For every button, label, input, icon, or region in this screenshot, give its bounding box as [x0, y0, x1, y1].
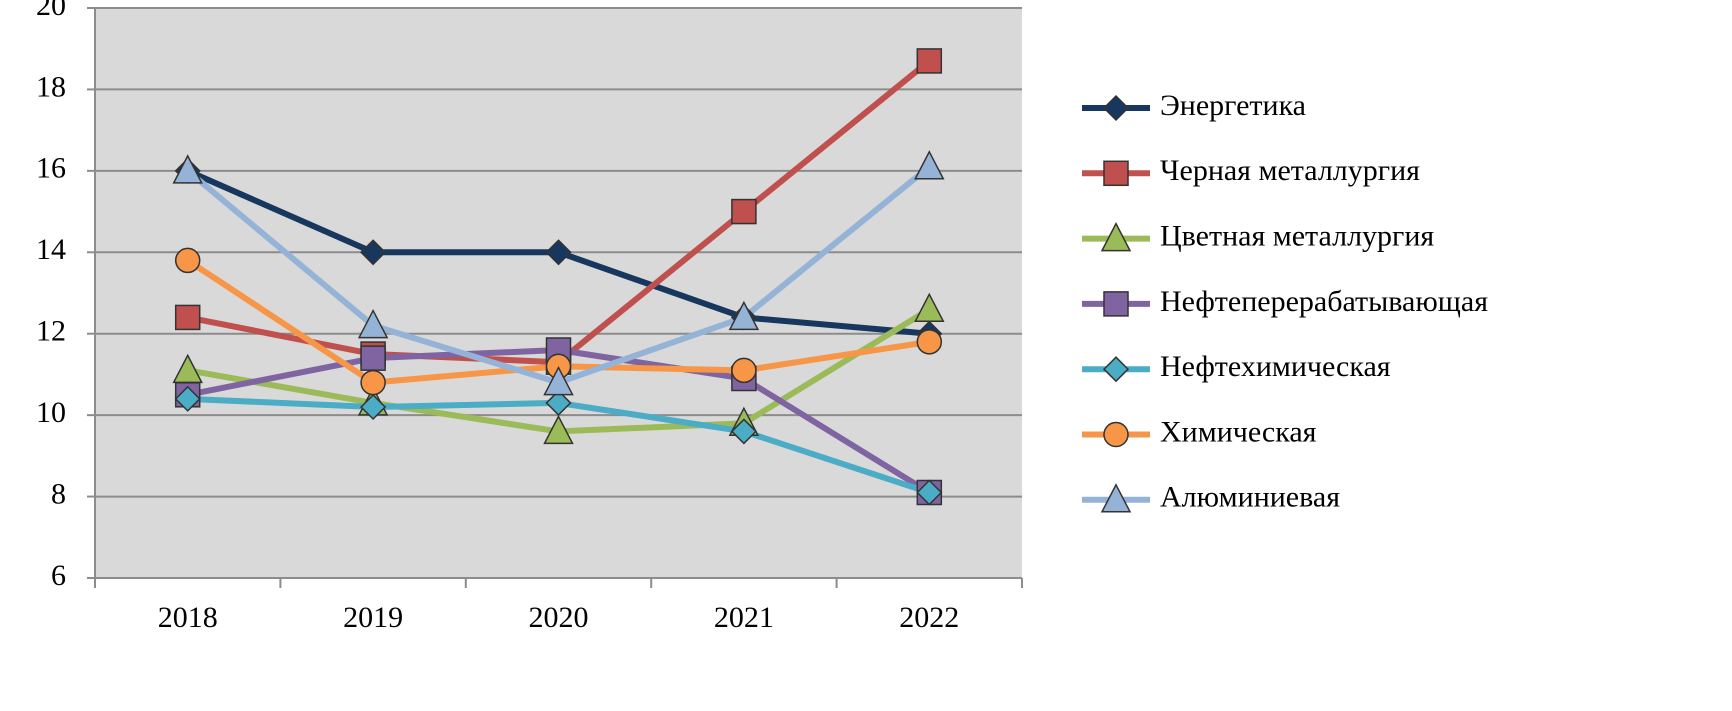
- point: [357, 308, 389, 339]
- legend-label: Нефтеперерабатывающая: [1160, 285, 1488, 318]
- point: [916, 479, 943, 506]
- y-tick-label: 6: [51, 559, 66, 592]
- point: [543, 414, 574, 445]
- x-tick-label: 2018: [158, 601, 218, 634]
- x-tick-label: 2022: [899, 601, 959, 634]
- legend-label: Химическая: [1160, 415, 1317, 448]
- point: [360, 369, 386, 396]
- point: [360, 345, 386, 371]
- legend-label: Энергетика: [1160, 89, 1306, 122]
- y-tick-label: 16: [36, 152, 66, 185]
- point: [174, 385, 201, 412]
- point: [545, 239, 572, 266]
- y-tick-label: 14: [36, 233, 66, 266]
- y-tick-label: 18: [36, 70, 66, 103]
- legend-marker: [1103, 421, 1129, 448]
- legend-marker: [1100, 221, 1132, 252]
- point: [916, 48, 943, 74]
- point: [914, 150, 945, 180]
- x-tick-label: 2021: [714, 601, 774, 634]
- point: [728, 300, 760, 331]
- legend-marker: [1100, 483, 1132, 513]
- legend-label: Цветная металлургия: [1160, 219, 1434, 252]
- point: [174, 247, 201, 274]
- point: [545, 389, 572, 416]
- legend-marker: [1102, 356, 1130, 383]
- y-tick-label: 12: [36, 315, 66, 348]
- point: [731, 198, 757, 225]
- legend-marker: [1103, 291, 1129, 317]
- point: [360, 239, 387, 266]
- y-tick-label: 20: [36, 0, 66, 22]
- point: [172, 154, 203, 184]
- legend-label: Нефтехимическая: [1160, 350, 1391, 383]
- y-tick-label: 8: [51, 477, 66, 510]
- point: [174, 304, 201, 331]
- y-tick-label: 10: [36, 396, 66, 429]
- point: [543, 365, 574, 396]
- point: [914, 292, 945, 323]
- legend-label: Черная металлургия: [1160, 154, 1420, 187]
- x-tick-label: 2020: [529, 601, 589, 634]
- point: [730, 418, 757, 445]
- point: [916, 329, 943, 355]
- legend-marker: [1103, 160, 1129, 187]
- legend-marker: [1102, 94, 1130, 122]
- plot-area: [95, 8, 1022, 578]
- legend-label: Алюминиевая: [1160, 481, 1340, 514]
- point: [731, 357, 757, 384]
- point: [360, 393, 387, 421]
- x-tick-label: 2019: [343, 601, 403, 634]
